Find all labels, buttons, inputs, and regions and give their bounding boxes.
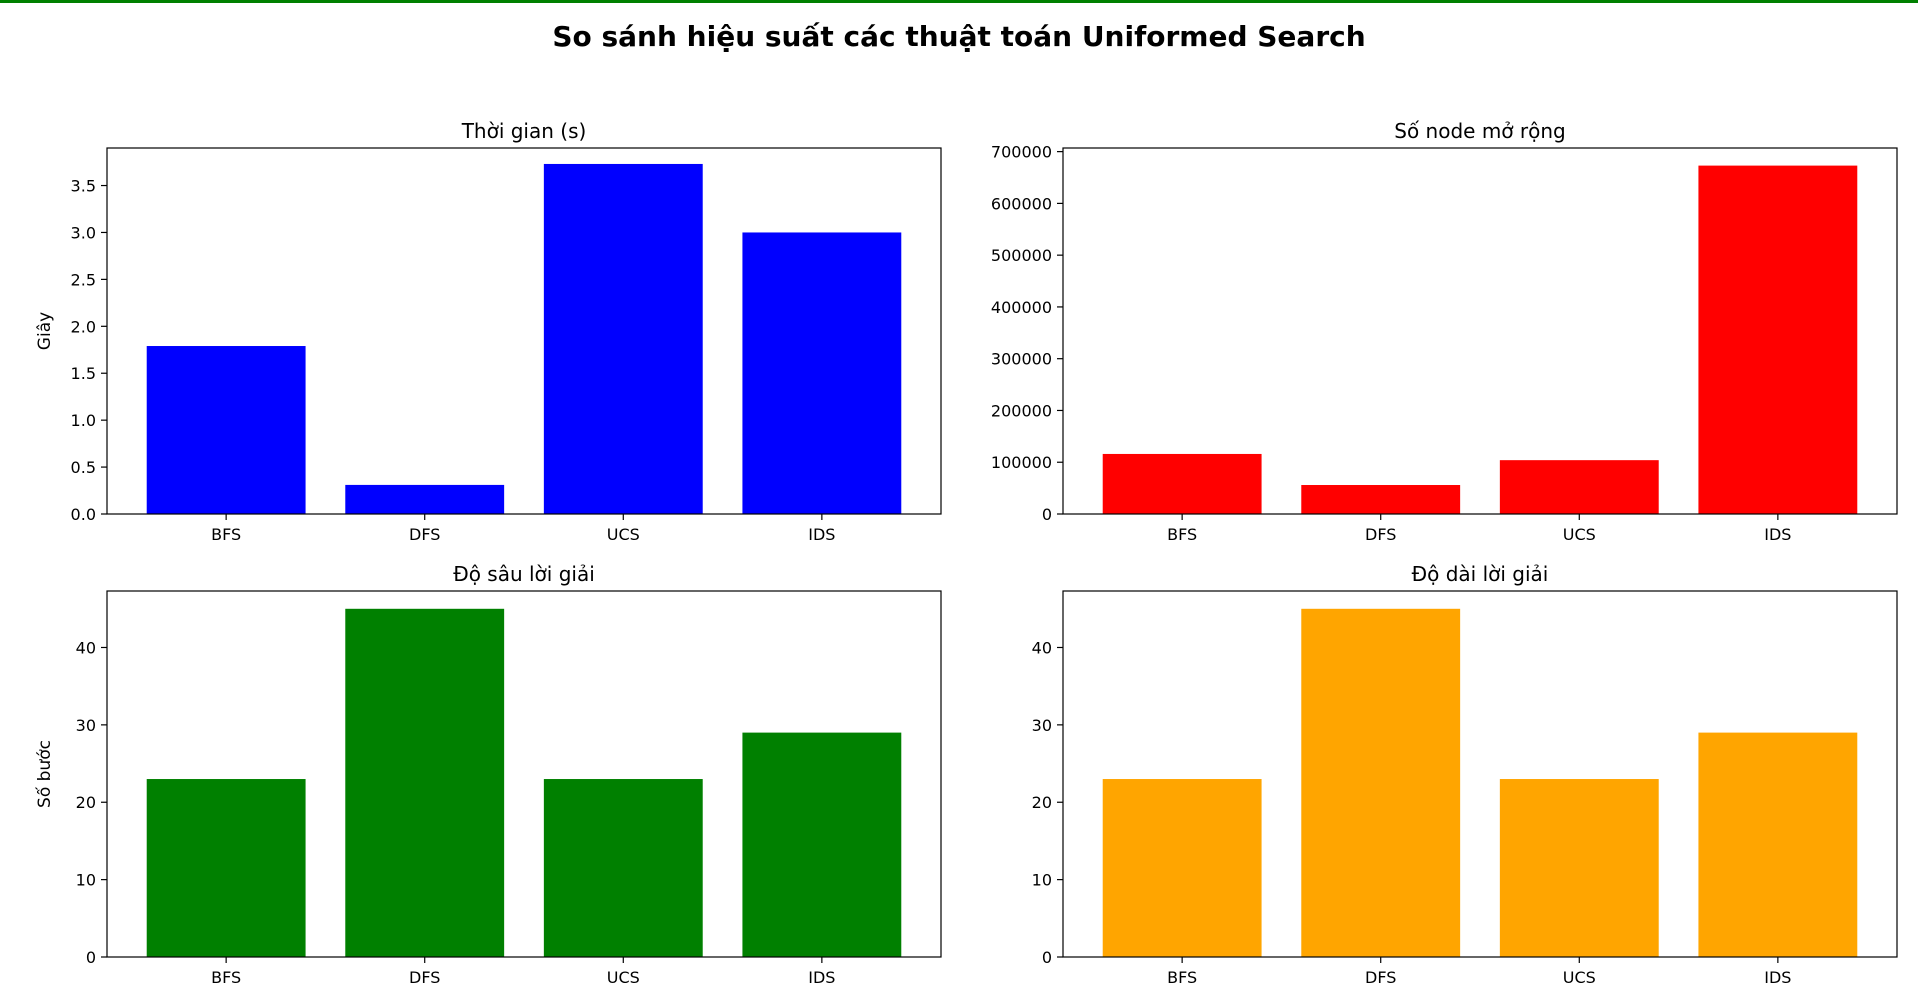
chart-title: Số node mở rộng <box>1394 119 1565 143</box>
x-tick-label: IDS <box>808 968 835 987</box>
figure-title: So sánh hiệu suất các thuật toán Uniform… <box>552 20 1366 53</box>
y-tick-label: 30 <box>1032 716 1052 735</box>
y-tick-label: 0 <box>1042 948 1052 967</box>
top-border <box>0 0 1918 3</box>
y-tick-label: 0.5 <box>71 458 96 477</box>
axes-frame <box>106 590 942 958</box>
x-tick-label: BFS <box>211 968 241 987</box>
bar-ucs <box>1499 779 1659 957</box>
x-tick-label: UCS <box>607 968 640 987</box>
bar-ids <box>1698 165 1858 514</box>
axes-frame <box>1062 590 1898 958</box>
x-tick-label: DFS <box>409 525 440 544</box>
y-axis-label: Giây <box>35 312 55 350</box>
y-tick-label: 300000 <box>991 350 1052 369</box>
x-tick-label: UCS <box>607 525 640 544</box>
chart-title: Độ sâu lời giải <box>453 562 595 586</box>
bar-bfs <box>1102 453 1262 514</box>
bar-dfs <box>1301 485 1461 514</box>
y-tick-label: 700000 <box>991 143 1052 162</box>
bar-ucs <box>1499 460 1659 514</box>
bar-dfs <box>345 608 505 957</box>
y-tick-label: 600000 <box>991 194 1052 213</box>
axes-frame <box>1062 147 1898 515</box>
bar-bfs <box>146 779 306 957</box>
y-tick-label: 40 <box>1032 638 1052 657</box>
x-tick-label: BFS <box>211 525 241 544</box>
bar-ids <box>742 732 902 957</box>
y-tick-label: 500000 <box>991 246 1052 265</box>
y-tick-label: 2.5 <box>71 270 96 289</box>
bar-bfs <box>1102 779 1262 957</box>
x-tick-label: UCS <box>1563 525 1596 544</box>
x-tick-label: IDS <box>808 525 835 544</box>
bar-ucs <box>543 779 703 957</box>
x-tick-label: DFS <box>409 968 440 987</box>
y-tick-label: 20 <box>1032 793 1052 812</box>
y-tick-label: 1.0 <box>71 411 96 430</box>
y-tick-label: 400000 <box>991 298 1052 317</box>
y-tick-label: 100000 <box>991 453 1052 472</box>
y-tick-label: 1.5 <box>71 364 96 383</box>
y-tick-label: 0.0 <box>71 505 96 524</box>
y-tick-label: 20 <box>76 793 96 812</box>
chart-title: Thời gian (s) <box>461 119 587 143</box>
axes-frame <box>106 147 942 515</box>
x-tick-label: IDS <box>1764 525 1791 544</box>
y-tick-label: 3.0 <box>71 223 96 242</box>
bar-ucs <box>543 163 703 514</box>
y-tick-label: 0 <box>1042 505 1052 524</box>
y-tick-label: 10 <box>1032 871 1052 890</box>
y-tick-label: 2.0 <box>71 317 96 336</box>
y-tick-label: 200000 <box>991 401 1052 420</box>
x-tick-label: DFS <box>1365 968 1396 987</box>
bar-ids <box>1698 732 1858 957</box>
y-tick-label: 3.5 <box>71 177 96 196</box>
y-tick-label: 0 <box>86 948 96 967</box>
x-tick-label: DFS <box>1365 525 1396 544</box>
bar-dfs <box>345 484 505 514</box>
y-tick-label: 30 <box>76 716 96 735</box>
x-tick-label: BFS <box>1167 968 1197 987</box>
y-tick-label: 40 <box>76 638 96 657</box>
x-tick-label: BFS <box>1167 525 1197 544</box>
x-tick-label: UCS <box>1563 968 1596 987</box>
bar-ids <box>742 232 902 514</box>
x-tick-label: IDS <box>1764 968 1791 987</box>
y-axis-label: Số bước <box>34 740 55 808</box>
bar-dfs <box>1301 608 1461 957</box>
y-tick-label: 10 <box>76 871 96 890</box>
bar-bfs <box>146 346 306 514</box>
chart-title: Độ dài lời giải <box>1412 562 1549 586</box>
